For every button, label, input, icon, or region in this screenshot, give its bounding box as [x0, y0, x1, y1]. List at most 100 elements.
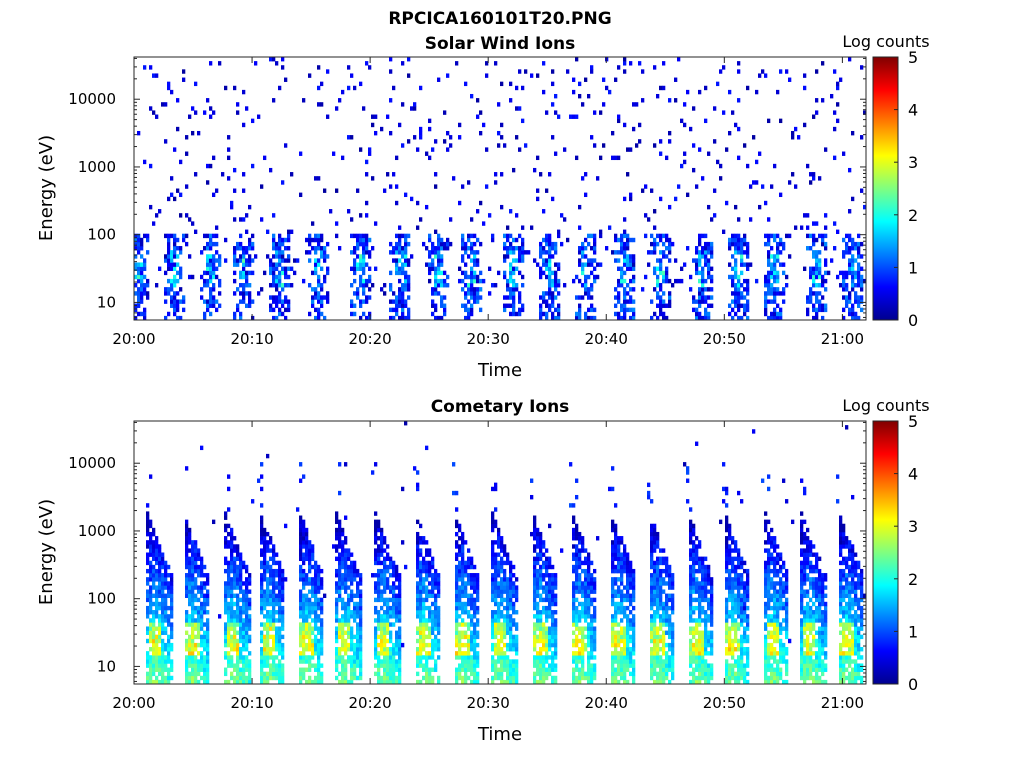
heatmap-cell [509, 594, 512, 598]
heatmap-cell [500, 557, 503, 561]
heatmap-cell [455, 622, 458, 626]
heatmap-cell [278, 589, 281, 593]
heatmap-cell [665, 275, 668, 279]
heatmap-cell [542, 209, 545, 213]
heatmap-cell [359, 676, 362, 680]
heatmap-cell [407, 57, 410, 61]
heatmap-cell [629, 295, 632, 299]
heatmap-cell [458, 589, 461, 593]
heatmap-cell [551, 622, 554, 626]
heatmap-cell [398, 225, 401, 229]
heatmap-cell [320, 577, 323, 581]
heatmap-cell [224, 524, 227, 528]
heatmap-cell [536, 553, 539, 557]
heatmap-cell [695, 299, 698, 303]
heatmap-cell [188, 548, 191, 552]
heatmap-cell [317, 647, 320, 651]
heatmap-cell [545, 110, 548, 114]
heatmap-cell [344, 631, 347, 635]
heatmap-cell [338, 528, 341, 532]
heatmap-cell [725, 147, 728, 151]
heatmap-cell [419, 540, 422, 544]
heatmap-cell [578, 585, 581, 589]
heatmap-cell [842, 152, 845, 156]
heatmap-cell [419, 643, 422, 647]
heatmap-cell [713, 139, 716, 143]
heatmap-cell [821, 279, 824, 283]
heatmap-cell [581, 663, 584, 667]
heatmap-cell [389, 557, 392, 561]
heatmap-cell [473, 262, 476, 266]
heatmap-cell [500, 540, 503, 544]
heatmap-cell [575, 659, 578, 663]
heatmap-cell [812, 271, 815, 275]
heatmap-cell [335, 585, 338, 589]
heatmap-cell [350, 639, 353, 643]
heatmap-cell [743, 295, 746, 299]
heatmap-cell [593, 308, 596, 312]
heatmap-cell [242, 639, 245, 643]
x-tick-label: 20:20 [349, 330, 392, 348]
heatmap-cell [764, 295, 767, 299]
heatmap-cell [629, 197, 632, 201]
heatmap-cell [737, 308, 740, 312]
heatmap-cell [398, 258, 401, 262]
heatmap-cell [818, 250, 821, 254]
heatmap-cell [665, 238, 668, 242]
heatmap-cell [851, 258, 854, 262]
heatmap-cell [434, 668, 437, 672]
heatmap-cell [692, 299, 695, 303]
heatmap-cell [224, 528, 227, 532]
heatmap-cell [419, 635, 422, 639]
heatmap-cell [350, 573, 353, 577]
heatmap-cell [137, 242, 140, 246]
heatmap-cell [740, 291, 743, 295]
heatmap-cell [170, 585, 173, 589]
heatmap-cell [176, 127, 179, 131]
heatmap-cell [317, 86, 320, 90]
heatmap-cell [572, 622, 575, 626]
heatmap-cell [491, 561, 494, 565]
heatmap-cell [287, 254, 290, 258]
heatmap-cell [698, 250, 701, 254]
heatmap-cell [356, 635, 359, 639]
heatmap-cell [416, 626, 419, 630]
heatmap-cell [320, 672, 323, 676]
heatmap-cell [164, 659, 167, 663]
heatmap-cell [500, 585, 503, 589]
heatmap-cell [458, 594, 461, 598]
heatmap-cell [434, 610, 437, 614]
heatmap-cell [437, 643, 440, 647]
heatmap-cell [551, 279, 554, 283]
heatmap-cell [542, 610, 545, 614]
heatmap-cell [287, 246, 290, 250]
heatmap-cell [260, 548, 263, 552]
heatmap-cell [548, 295, 551, 299]
heatmap-cell [770, 262, 773, 266]
heatmap-cell [200, 610, 203, 614]
heatmap-cell [371, 115, 374, 119]
heatmap-cell [857, 242, 860, 246]
heatmap-cell [206, 676, 209, 680]
heatmap-cell [575, 156, 578, 160]
heatmap-cell [440, 238, 443, 242]
heatmap-cell [374, 267, 377, 271]
heatmap-cell [482, 221, 485, 225]
heatmap-cell [701, 275, 704, 279]
heatmap-cell [431, 643, 434, 647]
heatmap-cell [437, 594, 440, 598]
heatmap-cell [581, 594, 584, 598]
heatmap-cell [308, 643, 311, 647]
heatmap-cell [365, 238, 368, 242]
heatmap-cell [788, 234, 791, 238]
heatmap-cell [344, 553, 347, 557]
heatmap-cell [284, 295, 287, 299]
heatmap-cell [842, 283, 845, 287]
heatmap-cell [656, 94, 659, 98]
heatmap-cell [416, 532, 419, 536]
heatmap-cell [548, 585, 551, 589]
heatmap-cell [419, 135, 422, 139]
heatmap-cell [416, 647, 419, 651]
heatmap-cell [509, 242, 512, 246]
heatmap-cell [224, 672, 227, 676]
